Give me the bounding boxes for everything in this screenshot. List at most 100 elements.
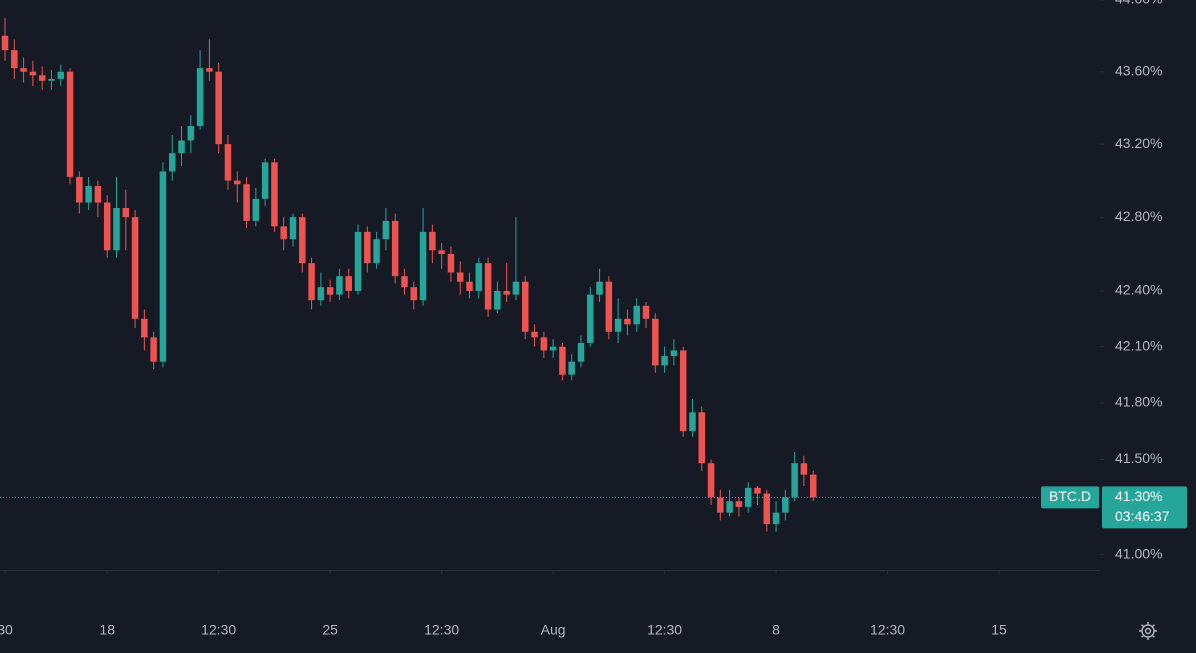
- candle: [549, 339, 557, 358]
- candle-body: [419, 231, 427, 301]
- candle-body: [670, 350, 678, 357]
- candle-body: [494, 290, 501, 310]
- y-tick-label: 43.60%: [1115, 62, 1162, 78]
- candle-body: [698, 412, 705, 464]
- candle: [261, 158, 269, 207]
- candle-body: [512, 281, 520, 295]
- candle: [754, 485, 761, 506]
- candle: [466, 272, 473, 299]
- x-tick-label: 15: [991, 622, 1007, 638]
- candle: [559, 342, 566, 381]
- candle: [596, 268, 603, 303]
- candle-body: [280, 226, 287, 240]
- candle: [717, 489, 724, 521]
- candle-body: [559, 346, 566, 375]
- candle-body: [11, 50, 18, 69]
- candle-body: [772, 512, 780, 525]
- candle-body: [624, 318, 631, 325]
- candle-body: [679, 350, 687, 432]
- x-tick-label: 30: [0, 622, 13, 638]
- candle-body: [76, 176, 83, 203]
- candle: [568, 354, 575, 381]
- candle-body: [429, 231, 436, 251]
- candle-body: [66, 71, 74, 177]
- y-tick-label: 43.20%: [1115, 135, 1162, 151]
- candle: [791, 451, 798, 502]
- candle-body: [48, 78, 55, 81]
- candle-body: [689, 412, 696, 432]
- candle-body: [252, 198, 260, 221]
- candle-body: [391, 220, 399, 277]
- candle: [744, 482, 752, 513]
- candle: [178, 125, 185, 166]
- candle-body: [20, 68, 27, 72]
- candle: [57, 64, 65, 87]
- candle: [735, 497, 743, 517]
- candle-body: [354, 231, 362, 291]
- candle-body: [809, 474, 817, 498]
- candle-body: [466, 281, 473, 291]
- x-tick-label: 12:30: [647, 622, 682, 638]
- candle-body: [94, 186, 102, 203]
- candle: [512, 217, 520, 301]
- candle-body: [549, 346, 557, 351]
- candle-body: [178, 140, 185, 154]
- candle: [438, 242, 445, 269]
- candle: [429, 224, 436, 264]
- candle-body: [196, 68, 204, 126]
- candle-body: [484, 263, 492, 310]
- candle: [391, 213, 399, 284]
- candle: [531, 324, 538, 347]
- candle: [503, 263, 510, 303]
- gear-hub: [1144, 627, 1152, 635]
- y-tick-label: 41.00%: [1115, 545, 1162, 561]
- candle-body: [707, 463, 715, 498]
- candle: [373, 231, 380, 269]
- candle: [763, 489, 771, 532]
- candle: [447, 246, 455, 282]
- y-tick-label: 44.00%: [1115, 0, 1162, 7]
- candle: [289, 213, 297, 247]
- candle: [150, 331, 157, 370]
- x-tick-label: 12:30: [424, 622, 459, 638]
- candle: [587, 287, 594, 347]
- candle-body: [187, 125, 195, 141]
- candle-body: [800, 463, 808, 475]
- candle-body: [326, 287, 334, 295]
- candle: [456, 261, 464, 295]
- price-tag: [1102, 486, 1187, 529]
- candle-body: [261, 162, 269, 199]
- candle: [94, 180, 102, 218]
- candle-body: [57, 71, 65, 79]
- candle-body: [168, 153, 176, 172]
- candle: [782, 489, 789, 521]
- candle: [605, 276, 613, 340]
- candle-body: [735, 501, 743, 507]
- x-tick-label: 18: [99, 622, 115, 638]
- candle-body: [113, 208, 120, 251]
- candle: [679, 346, 687, 437]
- candle: [652, 313, 659, 373]
- candle-body: [642, 305, 650, 319]
- candle: [66, 68, 74, 185]
- candle: [20, 57, 27, 83]
- candle-body: [234, 180, 241, 185]
- candle-body: [791, 463, 798, 498]
- candle: [29, 60, 37, 87]
- y-tick-label: 42.40%: [1115, 282, 1162, 298]
- candle: [809, 470, 817, 502]
- candle-body: [122, 208, 130, 218]
- candle-body: [726, 501, 733, 513]
- settings-icon[interactable]: [1139, 622, 1157, 640]
- candle-body: [540, 337, 548, 351]
- symbol-tag: [1041, 486, 1099, 509]
- candle-body: [521, 281, 529, 332]
- candle-body: [271, 162, 278, 227]
- candle: [689, 399, 696, 437]
- candle-body: [754, 487, 761, 494]
- candle: [382, 208, 390, 251]
- candle-body: [243, 184, 250, 221]
- candle-body: [605, 281, 613, 332]
